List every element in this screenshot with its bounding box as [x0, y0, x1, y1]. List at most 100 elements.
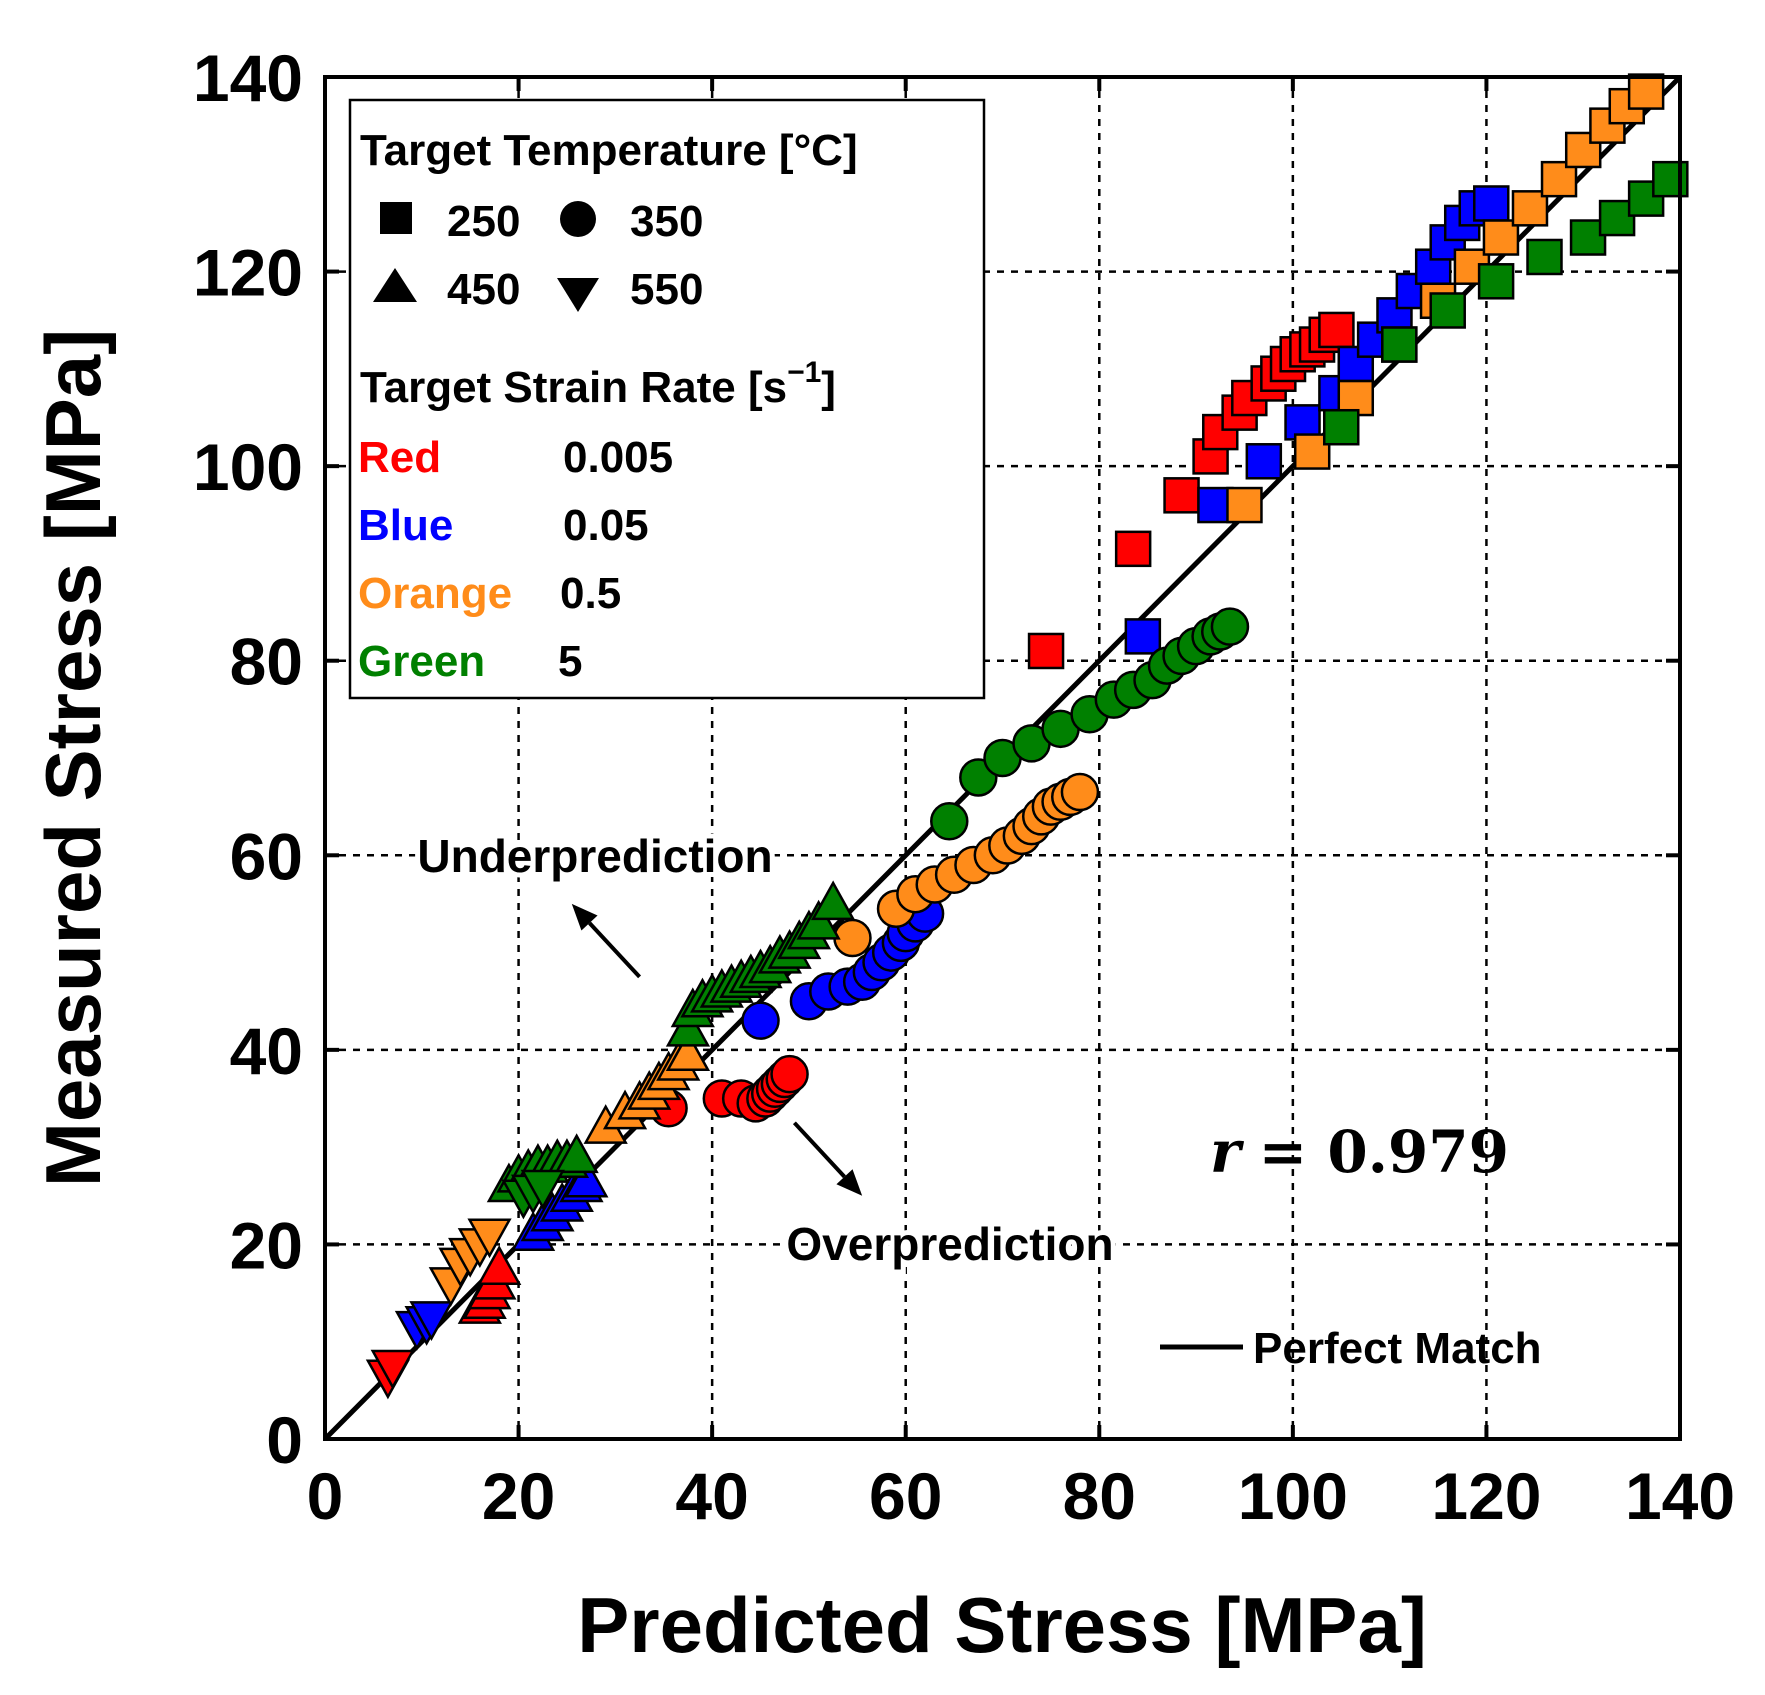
- data-point-square: [1473, 185, 1510, 222]
- legend-temp-250: 250: [447, 197, 520, 246]
- data-point-square: [1318, 311, 1355, 349]
- data-point-circle: [770, 1054, 809, 1094]
- series-triangle-up-blue: [510, 1157, 609, 1251]
- data-point-triangle-up: [554, 1133, 599, 1174]
- y-tick-label: 140: [193, 41, 303, 115]
- data-point-square: [1323, 408, 1360, 446]
- legend-rate-green: 5: [558, 637, 582, 686]
- series-triangle-up-orange: [583, 1031, 711, 1144]
- annotation-arrows: [571, 903, 863, 1196]
- data-point-square: [1027, 632, 1065, 670]
- y-tick-label: 60: [230, 819, 303, 893]
- data-point-circle: [1210, 607, 1250, 646]
- tick-labels: 0 20 40 60 80 100 120 140 0 20 40 60 80 100 120 140: [193, 41, 1735, 1533]
- series-triangle-down-red: [365, 1349, 415, 1400]
- legend-rate-blue: 0.05: [563, 501, 649, 550]
- data-point-triangle-up: [665, 1006, 711, 1047]
- overprediction-arrow-head: [836, 1169, 863, 1196]
- y-tick-label: 100: [193, 430, 303, 504]
- data-point-triangle-up: [665, 1031, 711, 1071]
- series-circle-green: [930, 607, 1250, 841]
- y-axis-title: Measured Stress [MPa]: [29, 329, 117, 1187]
- legend-perfect-match-label: Perfect Match: [1253, 1324, 1542, 1373]
- data-point-circle: [833, 918, 872, 958]
- data-markers: [365, 73, 1689, 1400]
- legend-temp-450: 450: [447, 265, 520, 314]
- y-tick-label: 20: [230, 1208, 303, 1282]
- data-point-circle: [930, 801, 969, 841]
- legend-rate-red: 0.005: [563, 433, 673, 482]
- data-point-triangle-down: [467, 1218, 512, 1259]
- underprediction-label: Underprediction: [417, 830, 772, 882]
- series-triangle-down-orange: [428, 1218, 512, 1307]
- legend-temp-550: 550: [630, 265, 703, 314]
- underprediction-arrow-head: [571, 903, 598, 931]
- data-point-square: [1540, 160, 1578, 198]
- plot-frame: [323, 75, 1682, 1441]
- x-tick-label: 80: [1063, 1459, 1136, 1533]
- data-point-triangle-up: [796, 899, 841, 940]
- underprediction-arrow-shaft: [588, 921, 642, 979]
- series-triangle-down-blue: [394, 1301, 454, 1351]
- data-point-triangle-up: [811, 880, 856, 921]
- series-square-green: [1323, 160, 1689, 446]
- legend-triangle-down-marker: [557, 278, 599, 312]
- data-point-square: [1627, 73, 1665, 110]
- data-point-square: [1652, 160, 1689, 198]
- data-point-square: [1226, 486, 1263, 524]
- data-point-triangle-down: [409, 1301, 454, 1341]
- data-point-square: [1163, 477, 1200, 514]
- series-circle-orange: [833, 772, 1100, 958]
- series-triangle-up-green: [486, 880, 856, 1203]
- tick-marks: [323, 75, 1682, 1441]
- legend-rate-orange: 0.5: [560, 569, 621, 618]
- legend-circle-marker: [560, 201, 596, 237]
- legend-triangle-up-marker: [373, 268, 417, 302]
- data-point-triangle-up: [477, 1245, 522, 1285]
- x-tick-label: 120: [1431, 1459, 1541, 1533]
- data-point-square: [1245, 443, 1283, 480]
- data-point-circle: [741, 1001, 780, 1040]
- series-square-red: [1027, 311, 1355, 670]
- x-axis-title: Predicted Stress [MPa]: [577, 1581, 1427, 1669]
- correlation-label: r = 0.979: [1210, 1118, 1509, 1186]
- y-tick-label: 0: [266, 1403, 303, 1477]
- data-point-square: [1124, 618, 1162, 655]
- legend-color-orange: Orange: [358, 569, 512, 618]
- x-tick-label: 60: [869, 1459, 942, 1533]
- data-point-square: [1526, 238, 1563, 276]
- legend-box: [348, 98, 986, 700]
- series-square-blue: [1124, 185, 1510, 655]
- legend-temperature-title: Target Temperature [°C]: [360, 126, 858, 175]
- data-point-circle: [1060, 772, 1100, 812]
- legend-color-green: Green: [358, 637, 485, 686]
- series-triangle-down-green: [501, 1169, 565, 1220]
- series-triangle-up-red: [457, 1245, 522, 1324]
- x-tick-label: 140: [1625, 1459, 1735, 1533]
- x-tick-label: 40: [675, 1459, 748, 1533]
- y-tick-label: 120: [193, 236, 303, 310]
- legend-color-blue: Blue: [358, 501, 453, 550]
- data-point-triangle-up: [564, 1157, 609, 1198]
- data-point-triangle-down: [370, 1349, 415, 1390]
- x-tick-label: 0: [307, 1459, 344, 1533]
- data-point-square: [1114, 530, 1152, 568]
- overprediction-arrow-shaft: [792, 1121, 846, 1179]
- legend-strain-rate-title: Target Strain Rate [s−1]: [360, 356, 836, 412]
- overprediction-label: Overprediction: [786, 1218, 1113, 1270]
- y-tick-label: 80: [230, 625, 303, 699]
- legend-temp-350: 350: [630, 197, 703, 246]
- legend-square-marker: [380, 202, 412, 234]
- y-tick-label: 40: [230, 1014, 303, 1088]
- data-point-square: [1429, 292, 1466, 329]
- marker-legend: Target Temperature [°C] 250 350 450 550 …: [348, 98, 986, 700]
- legend-color-red: Red: [358, 433, 441, 482]
- data-point-square: [1477, 263, 1515, 300]
- x-tick-label: 20: [482, 1459, 555, 1533]
- data-point-square: [1381, 326, 1418, 363]
- x-tick-label: 100: [1238, 1459, 1348, 1533]
- data-point-triangle-down: [520, 1169, 565, 1210]
- data-point-square: [1564, 131, 1602, 169]
- series-circle-red: [649, 1054, 809, 1128]
